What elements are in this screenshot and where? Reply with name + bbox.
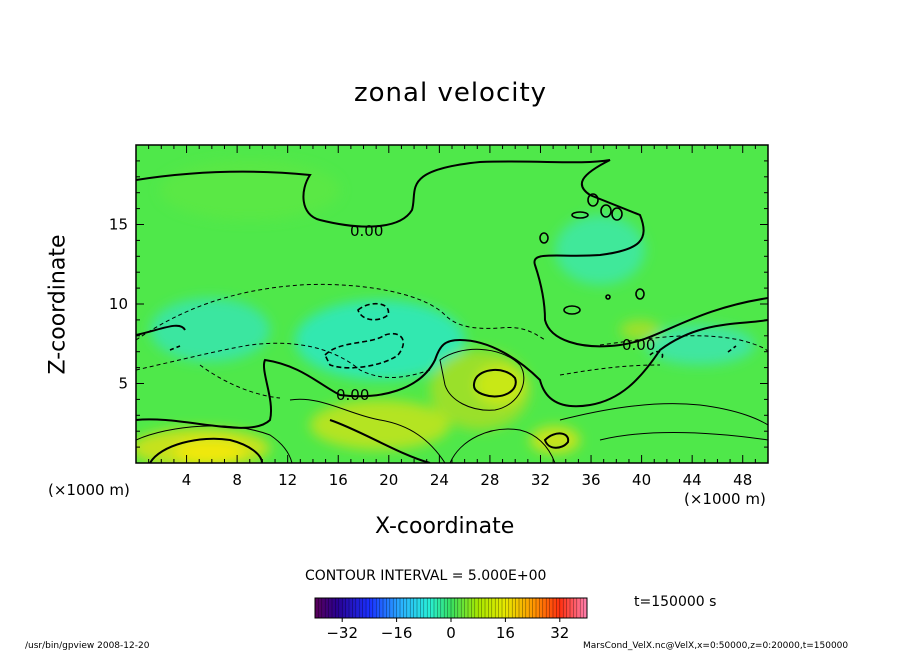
chart-title: zonal velocity xyxy=(354,78,548,108)
y-axis-title: Z-coordinate xyxy=(45,234,71,375)
heatmap-field: 0.00 0.00 0.00 xyxy=(136,145,768,463)
colorbar-tick-label: 16 xyxy=(496,624,515,642)
y-tick-label: 5 xyxy=(118,375,128,393)
contour-label: 0.00 xyxy=(336,386,369,404)
y-unit-label: (×1000 m) xyxy=(48,481,130,499)
colorbar-tick-label: −32 xyxy=(326,624,358,642)
colorbar-tick-label: 0 xyxy=(446,624,456,642)
contour-interval-label: CONTOUR INTERVAL = 5.000E+00 xyxy=(305,568,547,584)
y-tick-label: 15 xyxy=(109,216,128,234)
x-tick-label: 4 xyxy=(182,471,192,489)
x-tick-label: 48 xyxy=(733,471,752,489)
footer-right: MarsCond_VelX.nc@VelX,x=0:50000,z=0:2000… xyxy=(583,641,849,651)
x-tick-label: 8 xyxy=(232,471,242,489)
contour-label: 0.00 xyxy=(350,222,383,240)
x-tick-label: 16 xyxy=(329,471,348,489)
x-tick-label: 28 xyxy=(480,471,499,489)
colorbar-tick-label: −16 xyxy=(381,624,413,642)
y-ticks: 5 10 15 xyxy=(109,144,768,464)
contour-label: 0.00 xyxy=(622,336,655,354)
x-tick-label: 36 xyxy=(581,471,600,489)
x-tick-label: 12 xyxy=(278,471,297,489)
x-tick-label: 40 xyxy=(632,471,651,489)
x-ticks: 4 8 12 16 20 24 28 32 36 40 44 48 xyxy=(135,145,769,489)
y-tick-label: 10 xyxy=(109,295,128,313)
x-tick-label: 20 xyxy=(379,471,398,489)
x-unit-label: (×1000 m) xyxy=(684,490,766,508)
colorbar-ticks: −32 −16 0 16 32 xyxy=(326,618,569,642)
x-tick-label: 44 xyxy=(683,471,702,489)
footer-left: /usr/bin/gpview 2008-12-20 xyxy=(25,641,150,651)
time-label: t=150000 s xyxy=(634,594,717,610)
colorbar-tick-label: 32 xyxy=(550,624,569,642)
x-axis-title: X-coordinate xyxy=(375,514,515,539)
colorbar-divisions xyxy=(318,598,584,618)
x-tick-label: 32 xyxy=(531,471,550,489)
x-tick-label: 24 xyxy=(430,471,449,489)
